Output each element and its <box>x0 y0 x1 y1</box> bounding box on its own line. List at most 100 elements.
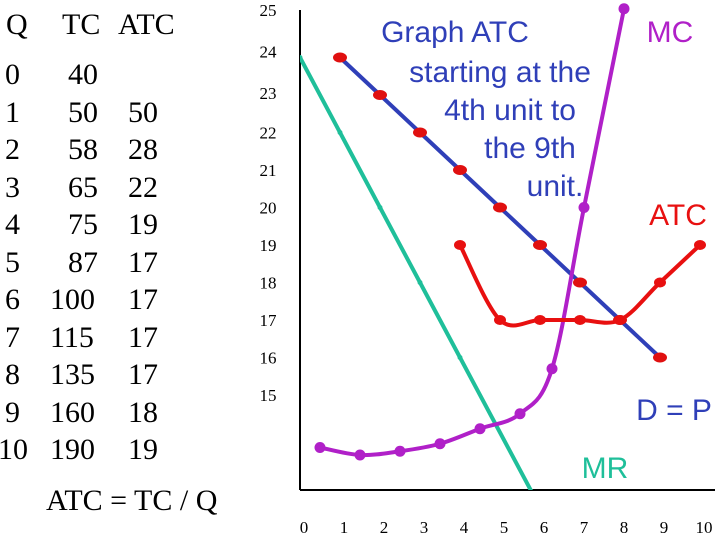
note-line: unit. <box>527 170 584 203</box>
mc-point <box>578 202 590 213</box>
atc-point <box>614 315 626 325</box>
curve-labels: MC ATC D = PMR <box>582 16 712 485</box>
table-cell-tc: 58 <box>68 133 98 166</box>
table-cell-atc: 17 <box>128 245 158 279</box>
y-tick-label: 21 <box>260 161 277 180</box>
demand-point <box>453 165 467 175</box>
atc-point <box>654 277 666 288</box>
table-cell-tc: 115 <box>50 320 94 354</box>
x-tick-label: 6 <box>540 518 549 537</box>
x-tick-label: 3 <box>420 518 429 537</box>
table-cell-q: 4 <box>5 208 20 241</box>
table-cell-tc: 135 <box>50 358 95 391</box>
mc-point <box>474 423 486 435</box>
demand-point <box>533 240 547 250</box>
x-tick-label: 5 <box>500 518 509 537</box>
demand-point <box>493 202 507 213</box>
table-cell-q: 10 <box>0 433 28 466</box>
y-tick-label: 19 <box>260 236 277 255</box>
atc-point <box>574 315 586 325</box>
y-tick-label: 16 <box>260 349 277 368</box>
table-cell-atc: 17 <box>128 358 158 391</box>
atc-formula: ATC = TC / Q <box>46 484 218 517</box>
table-cell-q: 9 <box>5 395 20 429</box>
table-cell-q: 0 <box>5 58 20 91</box>
y-tick-label: 18 <box>260 274 277 293</box>
table-cell-tc: 190 <box>50 433 95 466</box>
curve-group <box>300 3 706 490</box>
mc-point <box>618 3 630 15</box>
mc-point <box>354 449 366 461</box>
mc-label: MC <box>647 16 694 49</box>
mc-point <box>314 442 326 453</box>
atc-point <box>454 240 466 250</box>
table-cell-tc: 65 <box>68 170 98 204</box>
atc-label: ATC <box>649 199 707 232</box>
x-tick-label: 10 <box>696 518 713 537</box>
table-cell-tc: 40 <box>68 58 98 91</box>
mr-label: MR <box>582 452 629 485</box>
table-cell-q: 7 <box>5 320 20 354</box>
table-cell-atc: 22 <box>128 170 158 204</box>
demand-label: D = P <box>636 394 712 427</box>
x-tick-label: 8 <box>620 518 629 537</box>
note-line: the 9th <box>484 132 576 165</box>
note-line: 4th unit to <box>444 94 576 127</box>
table-cell-atc: 17 <box>128 320 158 354</box>
mc-curve <box>319 8 626 458</box>
y-tick-label: 22 <box>260 124 277 143</box>
demand-point <box>413 127 427 138</box>
mr-point <box>300 55 303 60</box>
x-tick-label: 7 <box>580 518 589 537</box>
table-cell-tc: 87 <box>68 245 98 279</box>
mc-point <box>434 438 446 450</box>
header-q: Q <box>6 8 28 41</box>
curves <box>300 3 706 490</box>
mr-point <box>457 355 463 360</box>
mr-point <box>337 130 343 135</box>
note-line: Graph ATC <box>381 16 529 49</box>
table-cell-tc: 50 <box>68 95 98 129</box>
mc-point <box>514 408 526 420</box>
note-line: starting at the <box>409 56 591 89</box>
demand-point <box>373 90 387 100</box>
chart-axes <box>299 10 715 491</box>
atc-point <box>494 315 506 325</box>
x-tick-label: 0 <box>300 518 309 537</box>
y-tick-label: 20 <box>260 199 277 218</box>
table-cell-atc: 50 <box>128 95 158 129</box>
table-cell-q: 6 <box>5 283 20 316</box>
table-cell-q: 3 <box>5 170 20 204</box>
table-cell-atc: 19 <box>128 433 158 466</box>
cost-table: Q TC ATC 0 40 1 50 50 2 58 28 3 65 22 4 75 19 5 87 17 6 100 17… <box>0 0 250 540</box>
mr-point <box>417 280 423 285</box>
x-tick-label: 4 <box>460 518 469 537</box>
table-cell-q: 8 <box>5 358 20 391</box>
graph-instruction-note: Graph ATC starting at the 4th unit to the 9… <box>381 16 591 203</box>
demand-point <box>573 277 587 288</box>
y-tick-label: 24 <box>260 43 278 62</box>
y-tick-label: 15 <box>260 386 277 405</box>
y-tick-label: 23 <box>260 84 277 103</box>
header-atc: ATC <box>118 8 175 41</box>
x-tick-label: 1 <box>340 518 349 537</box>
header-tc: TC <box>62 8 101 41</box>
mc-point <box>546 363 558 375</box>
demand-point <box>333 52 347 63</box>
table-cell-q: 5 <box>5 245 20 279</box>
atc-point <box>694 240 706 250</box>
table-cell-atc: 18 <box>128 395 158 429</box>
table-cell-q: 2 <box>5 133 20 166</box>
table-cell-tc: 75 <box>68 208 98 241</box>
mr-point <box>377 205 383 210</box>
atc-point <box>534 315 546 325</box>
table-cell-atc: 19 <box>128 208 158 241</box>
table-cell-tc: 160 <box>50 395 95 429</box>
y-tick-label: 17 <box>260 311 278 330</box>
mc-point <box>394 445 406 457</box>
x-tick-label: 9 <box>660 518 669 537</box>
table-cell-atc: 28 <box>128 133 158 166</box>
table-cell-tc: 100 <box>50 283 95 316</box>
